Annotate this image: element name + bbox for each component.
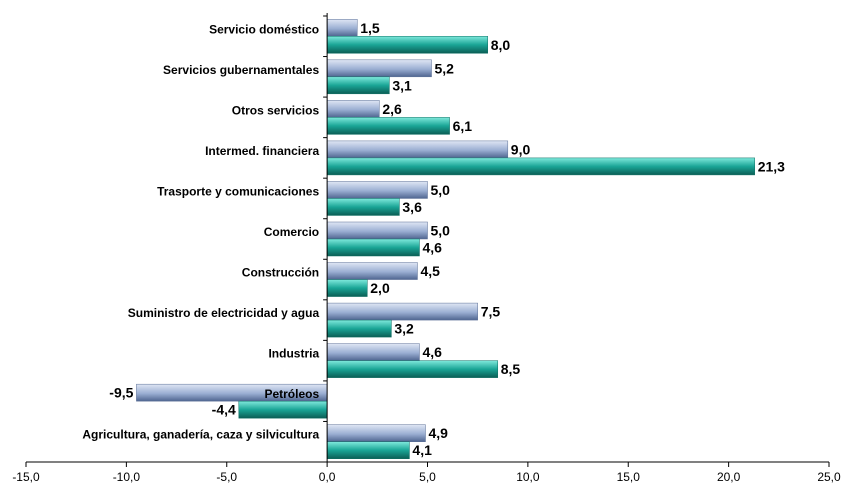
category-label-3: Intermed. financiera [205,144,319,158]
data-label-series2-7: 3,2 [394,321,414,337]
data-label-series2-5: 4,6 [422,240,442,256]
data-label-series1-4: 5,0 [431,182,451,198]
data-label-series1-2: 2,6 [382,101,402,117]
bar-series1-10 [326,424,426,442]
data-label-series1-0: 1,5 [360,20,380,36]
bar-series2-8 [326,360,499,378]
category-label-8: Industria [268,347,319,361]
x-tick-label-6: 15,0 [617,470,641,484]
bar-series2-6 [326,279,368,297]
data-label-series2-4: 3,6 [402,199,422,215]
bar-series1-4 [326,181,428,199]
data-label-series2-2: 6,1 [453,118,473,134]
bar-series2-3 [326,157,755,176]
category-label-9: Petróleos [264,387,319,401]
category-label-0: Servicio doméstico [209,22,319,36]
labels-layer: 1,5 8,0 Servicio doméstico 5,2 3,1 Servicios … [82,20,785,458]
x-tick-label-1: -10,0 [113,470,141,484]
data-label-series2-3: 21,3 [758,158,785,174]
bar-series2-4 [326,198,400,216]
x-tick-label-7: 20,0 [717,470,741,484]
bars-layer [136,19,755,459]
x-tick-label-3: 0,0 [319,470,336,484]
x-tick-label-0: -15,0 [12,470,40,484]
bar-series2-2 [326,117,450,135]
category-label-6: Construcción [242,266,319,280]
bar-series1-3 [326,140,509,159]
x-tick-label-8: 25,0 [817,470,841,484]
data-label-series1-8: 4,6 [422,344,442,360]
bar-series1-8 [326,343,420,361]
x-tick-label-4: 5,0 [419,470,436,484]
axes-layer: -15,0 -10,0 -5,0 0,0 5,0 10,0 15,0 20,0 25,0 [12,13,841,484]
category-label-1: Servicios gubernamentales [163,63,319,77]
bar-series2-7 [326,319,392,338]
category-label-2: Otros servicios [232,103,320,117]
data-label-series1-3: 9,0 [511,141,531,157]
category-label-10: Agricultura, ganadería, caza y silvicult… [82,428,319,442]
data-label-series1-5: 5,0 [431,223,451,239]
bar-series2-10 [326,441,410,459]
bar-series2-9 [238,400,328,419]
bar-series1-5 [326,221,428,240]
bar-series2-5 [326,238,420,257]
data-label-series2-6: 2,0 [370,280,390,296]
data-label-series2-10: 4,1 [412,442,432,458]
x-tick-label-2: -5,0 [216,470,237,484]
data-label-series2-9: -4,4 [212,402,236,418]
bar-series1-7 [326,302,478,321]
x-tick-label-5: 10,0 [516,470,540,484]
bar-series1-0 [326,19,358,37]
bar-series1-1 [326,59,432,78]
data-label-series1-6: 4,5 [420,263,440,279]
data-label-series1-7: 7,5 [481,304,501,320]
bar-series1-2 [326,100,380,118]
bar-series2-1 [326,76,390,95]
data-label-series1-10: 4,9 [428,425,448,441]
data-label-series2-8: 8,5 [501,361,521,377]
data-label-series2-1: 3,1 [392,77,412,93]
data-label-series2-0: 8,0 [491,37,511,53]
data-label-series1-1: 5,2 [435,60,455,76]
category-label-5: Comercio [264,225,319,239]
category-label-7: Suministro de electricidad y agua [128,306,320,320]
bar-series2-0 [326,36,488,54]
bar-series1-6 [326,262,418,280]
data-label-series1-9: -9,5 [109,385,133,401]
category-label-4: Trasporte y comunicaciones [157,184,319,198]
